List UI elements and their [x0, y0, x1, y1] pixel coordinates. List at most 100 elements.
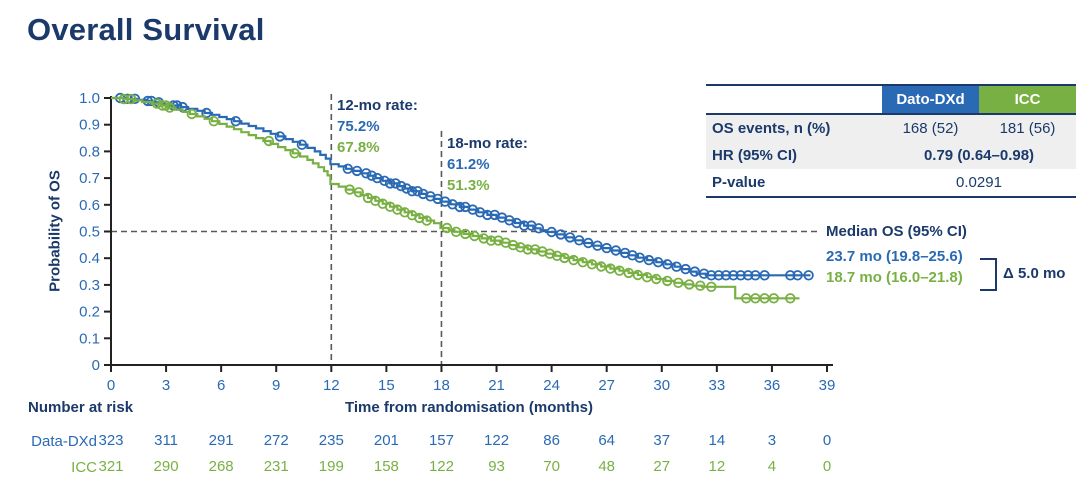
censor-mark-dato-dxd: [482, 209, 493, 221]
censor-mark-icc: [450, 226, 462, 238]
risk-count-dato-dxd: 323: [98, 432, 123, 449]
x-tick-label: 0: [107, 377, 115, 394]
risk-row-label-dato-dxd: Data-DXd: [31, 433, 97, 450]
censor-mark-dato-dxd: [610, 245, 622, 256]
censor-mark-dato-dxd: [533, 223, 545, 234]
censor-mark-dato-dxd: [792, 270, 803, 281]
risk-count-icc: 268: [209, 458, 234, 475]
censor-mark-dato-dxd: [742, 270, 754, 281]
risk-count-dato-dxd: 86: [543, 432, 560, 449]
censor-mark-icc: [577, 257, 589, 268]
censor-mark-dato-dxd: [546, 226, 557, 238]
summary-table-corner-cell: [706, 85, 882, 114]
censor-mark-icc: [469, 230, 480, 242]
risk-count-icc: 4: [768, 458, 776, 475]
risk-count-dato-dxd: 0: [823, 432, 831, 449]
censor-mark-icc: [768, 293, 780, 304]
x-tick-label: 18: [433, 377, 450, 394]
censor-mark-dato-dxd: [713, 270, 724, 281]
y-tick-label: 0.2: [79, 304, 100, 321]
x-tick-label: 3: [162, 377, 170, 394]
censor-mark-icc: [641, 272, 653, 283]
censor-mark-icc: [263, 135, 275, 147]
rate-12mo-icc-value: 67.8%: [337, 139, 380, 156]
censor-mark-dato-dxd: [201, 107, 212, 119]
x-tick-label: 33: [709, 377, 726, 394]
risk-count-icc: 0: [823, 458, 831, 475]
median-os-dato-value: 23.7 mo (19.8–25.6): [826, 248, 963, 265]
y-tick-label: 0.9: [79, 117, 100, 134]
risk-count-icc: 122: [429, 458, 454, 475]
y-tick-label: 0.5: [79, 224, 100, 241]
os-events-label: OS events, n (%): [706, 114, 882, 142]
os-events-icc-value: 181 (56): [979, 114, 1076, 142]
pvalue-value: 0.0291: [956, 174, 1002, 191]
risk-count-dato-dxd: 3: [768, 432, 776, 449]
censor-mark-dato-dxd: [555, 229, 567, 240]
x-tick-label: 12: [323, 377, 340, 394]
censor-mark-dato-dxd: [518, 220, 530, 231]
x-tick-label: 30: [653, 377, 670, 394]
summary-table-header-row: Dato-DXd ICC: [706, 85, 1076, 114]
censor-mark-dato-dxd: [785, 270, 796, 281]
censor-mark-dato-dxd: [720, 270, 732, 281]
censor-mark-dato-dxd: [395, 180, 407, 192]
censor-mark-dato-dxd: [564, 232, 576, 243]
rate-12mo-annotation: 12-mo rate: 75.2% 67.8%: [337, 95, 418, 158]
censor-mark-dato-dxd: [296, 139, 308, 150]
rate-18mo-icc-value: 51.3%: [447, 177, 490, 194]
censor-mark-icc: [344, 184, 355, 195]
rate-18mo-dato-value: 61.2%: [447, 156, 490, 173]
median-os-block: Median OS (95% CI) 23.7 mo (19.8–25.6) 1…: [826, 221, 967, 288]
risk-count-icc: 27: [653, 458, 670, 475]
censor-mark-dato-dxd: [634, 252, 645, 263]
censor-mark-icc: [118, 93, 130, 105]
censor-mark-icc: [460, 228, 471, 240]
censor-mark-dato-dxd: [230, 115, 242, 127]
censor-mark-icc: [485, 235, 497, 246]
censor-mark-dato-dxd: [574, 235, 585, 246]
x-tick-label: 6: [217, 377, 225, 394]
x-tick-label: 39: [819, 377, 836, 394]
censor-mark-icc: [673, 277, 684, 289]
censor-mark-dato-dxd: [361, 168, 372, 179]
x-tick-label: 21: [488, 377, 505, 394]
x-tick-label: 15: [378, 377, 395, 394]
censor-mark-dato-dxd: [384, 178, 396, 189]
censor-mark-dato-dxd: [390, 178, 401, 189]
y-axis-label: Probability of OS: [46, 170, 64, 292]
risk-count-icc: 158: [374, 458, 399, 475]
censor-mark-icc: [605, 263, 616, 274]
pvalue-label: P-value: [712, 174, 766, 191]
censor-mark-dato-dxd: [680, 263, 691, 275]
censor-mark-dato-dxd: [643, 254, 655, 266]
censor-mark-icc: [596, 261, 607, 272]
x-tick-label: 27: [598, 377, 615, 394]
hr-label: HR (95% CI): [706, 142, 882, 169]
censor-mark-dato-dxd: [698, 268, 710, 279]
censor-mark-icc: [208, 115, 220, 127]
number-at-risk-header: Number at risk: [28, 399, 134, 416]
censor-mark-dato-dxd: [583, 237, 594, 249]
censor-mark-icc: [186, 108, 198, 120]
censor-mark-dato-dxd: [351, 165, 363, 177]
censor-mark-dato-dxd: [342, 163, 354, 175]
censor-mark-dato-dxd: [454, 201, 466, 213]
risk-count-dato-dxd: 157: [429, 432, 454, 449]
censor-mark-icc: [586, 259, 598, 270]
censor-mark-dato-dxd: [759, 270, 770, 281]
risk-count-dato-dxd: 235: [319, 432, 344, 449]
censor-mark-icc: [614, 265, 625, 276]
censor-mark-dato-dxd: [706, 270, 717, 281]
censor-mark-dato-dxd: [406, 185, 418, 197]
risk-count-icc: 290: [154, 458, 179, 475]
censor-mark-icc: [662, 275, 673, 287]
risk-count-icc: 70: [543, 458, 560, 475]
delta-label: Δ 5.0 mo: [1003, 265, 1066, 282]
censor-mark-icc: [421, 215, 433, 226]
censor-mark-icc: [559, 252, 570, 264]
censor-mark-icc: [522, 244, 533, 255]
risk-count-dato-dxd: 291: [209, 432, 234, 449]
censor-mark-dato-dxd: [735, 270, 746, 281]
y-tick-label: 1.0: [79, 90, 100, 107]
